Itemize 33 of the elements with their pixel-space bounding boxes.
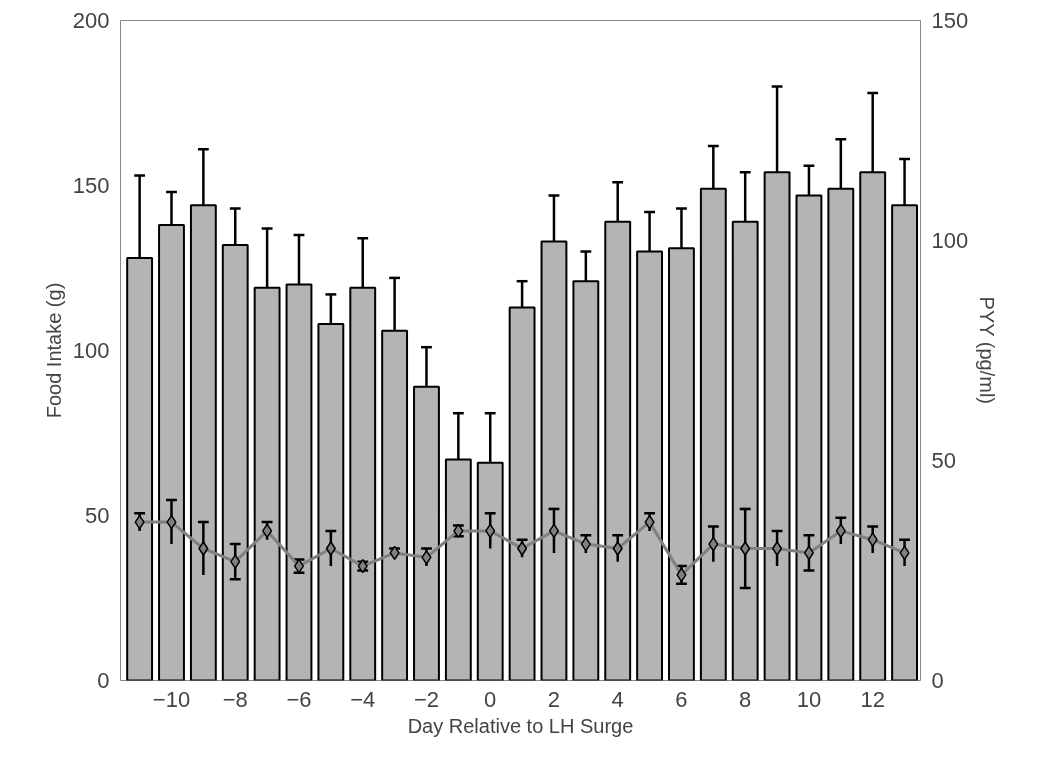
x-axis-title: Day Relative to LH Surge [407,714,634,737]
x-tick-label: 4 [611,686,624,712]
y-tick-label: 50 [85,503,110,528]
y-tick-label: 100 [72,338,110,363]
point [230,554,241,569]
y-tick-label: 0 [97,668,110,693]
point [325,541,336,556]
x-tick-label: 8 [739,686,752,712]
y2-tick-label: 50 [931,448,956,473]
y2-tick-label: 0 [931,668,944,693]
y-axis-title: Food Intake (g) [42,282,65,419]
x-tick-label: −2 [413,686,440,712]
y2-tick-label: 100 [931,228,969,253]
point [803,545,815,561]
x-tick-label: 12 [860,686,885,712]
y-tick-label: 150 [72,173,110,198]
x-tick-label: −4 [350,686,376,712]
point [771,541,783,556]
x-tick-label: 2 [547,686,561,712]
point [198,541,209,556]
x-tick-label: 6 [675,686,688,712]
x-tick-label: 10 [796,686,822,712]
point [867,532,878,547]
point [612,541,623,556]
y-tick-label: 200 [72,8,110,33]
x-tick-label: 0 [484,686,497,712]
point [740,541,751,556]
y2-axis-title: PYY (pg/ml) [976,296,999,405]
x-tick-label: −6 [286,686,312,712]
x-tick-label: −10 [152,686,191,712]
y2-tick-label: 150 [931,8,969,33]
point [548,523,560,539]
x-tick-label: −8 [222,686,248,712]
